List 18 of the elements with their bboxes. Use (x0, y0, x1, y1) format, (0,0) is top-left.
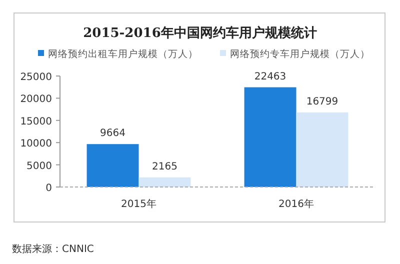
y-tick-label: 20000 (20, 94, 52, 106)
y-tick-label: 25000 (20, 72, 52, 83)
y-tick-label: 15000 (20, 116, 52, 128)
bar (138, 177, 191, 187)
data-label: 9664 (100, 128, 126, 140)
data-label: 22463 (254, 71, 286, 82)
x-tick-label: 2015年 (121, 198, 156, 210)
y-tick-label: 10000 (20, 138, 52, 150)
bar (244, 87, 296, 187)
data-label: 2165 (152, 161, 178, 172)
y-tick-label: 0 (46, 183, 52, 194)
data-label: 16799 (306, 96, 338, 108)
source-note: 数据来源：CNNIC (12, 243, 94, 255)
bar (86, 144, 139, 187)
x-tick-label: 2016年 (278, 198, 314, 210)
bar (296, 112, 348, 187)
chart-title: 2015-2016年中国网约车用户规模统计 (83, 25, 317, 41)
y-tick-label: 5000 (26, 160, 52, 172)
